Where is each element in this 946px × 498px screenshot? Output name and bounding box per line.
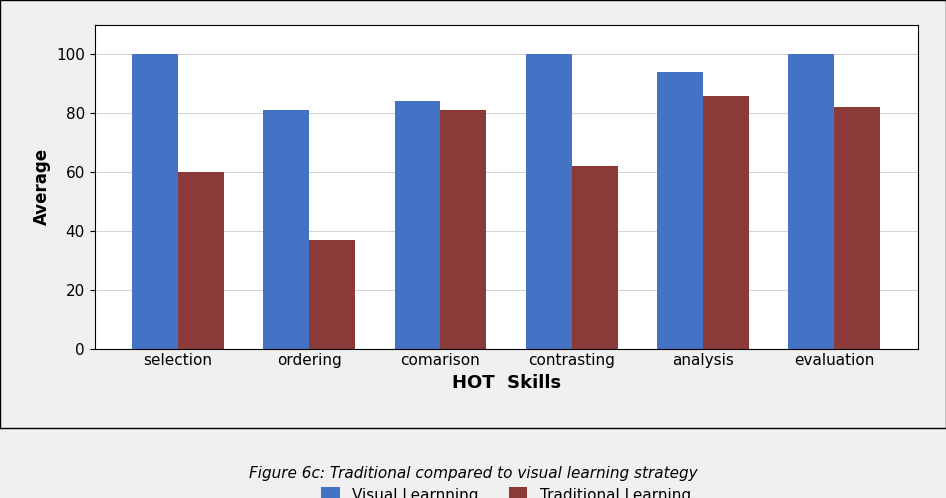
Bar: [178, 172, 224, 349]
Legend: Visual Learnning, Traditional Learning: Visual Learnning, Traditional Learning: [315, 481, 697, 498]
Bar: [394, 102, 441, 349]
Bar: [309, 240, 355, 349]
Bar: [834, 107, 880, 349]
Bar: [788, 54, 834, 349]
Bar: [263, 110, 309, 349]
Bar: [571, 166, 618, 349]
Bar: [657, 72, 703, 349]
Text: Figure 6c: Traditional compared to visual learning strategy: Figure 6c: Traditional compared to visua…: [249, 466, 697, 481]
Bar: [526, 54, 571, 349]
X-axis label: HOT  Skills: HOT Skills: [451, 374, 561, 392]
Bar: [703, 96, 749, 349]
Bar: [132, 54, 178, 349]
Y-axis label: Average: Average: [32, 148, 50, 225]
Bar: [441, 110, 486, 349]
